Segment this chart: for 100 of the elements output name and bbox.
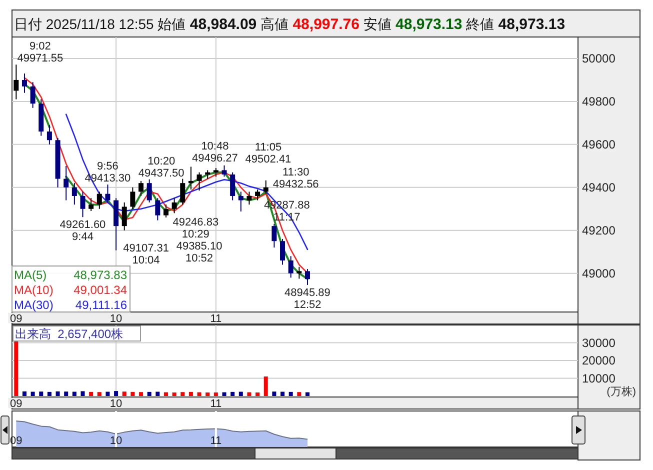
y-tick-label: 49000 bbox=[582, 266, 616, 280]
bar bbox=[97, 392, 102, 396]
x-tick-label: 11 bbox=[210, 435, 222, 447]
bar bbox=[106, 392, 110, 396]
text: MA(10) 49,001.34 bbox=[14, 283, 127, 297]
candlestick bbox=[72, 182, 77, 206]
candlestick bbox=[80, 191, 86, 218]
candlestick bbox=[172, 198, 177, 214]
bar bbox=[288, 392, 293, 396]
bar bbox=[39, 392, 44, 396]
candlestick bbox=[222, 164, 227, 178]
candlestick bbox=[96, 191, 102, 210]
x-tick-label: 10 bbox=[110, 313, 122, 325]
candlestick bbox=[88, 198, 94, 212]
y-tick-label: 49600 bbox=[582, 137, 616, 152]
bar bbox=[80, 391, 85, 396]
annotation: 49246.83 10:29 bbox=[172, 216, 219, 240]
candlestick bbox=[246, 191, 252, 206]
candlestick bbox=[255, 189, 260, 201]
y-tick-label: 49800 bbox=[582, 94, 616, 108]
annotation: 49107.31 10:04 bbox=[123, 242, 169, 266]
candlestick bbox=[64, 165, 69, 201]
bar bbox=[30, 392, 35, 396]
bar bbox=[230, 392, 235, 396]
bar bbox=[114, 391, 118, 396]
x-tick-label: 10 bbox=[110, 435, 122, 447]
text: MA(5) 48,973.83 bbox=[14, 268, 127, 282]
bar bbox=[164, 392, 168, 396]
x-tick-label: 09 bbox=[10, 398, 22, 410]
annotation: 10:48 49496.27 bbox=[192, 140, 238, 165]
candlestick bbox=[30, 82, 36, 108]
bar bbox=[214, 392, 218, 396]
bar bbox=[172, 392, 176, 396]
candlestick bbox=[272, 223, 277, 248]
bar bbox=[47, 392, 52, 396]
annotation: 11:05 49502.41 bbox=[245, 141, 292, 166]
bar bbox=[188, 392, 193, 396]
y-tick-label: 20000 bbox=[582, 354, 616, 368]
candlestick bbox=[130, 186, 136, 210]
bar bbox=[256, 392, 260, 396]
candlestick bbox=[304, 268, 310, 286]
bar bbox=[247, 392, 252, 396]
candlestick bbox=[22, 73, 27, 94]
bar bbox=[180, 392, 185, 396]
y-tick-label: 49400 bbox=[582, 180, 616, 194]
annotation: 48945.89 12:52 bbox=[284, 286, 330, 311]
candlestick bbox=[196, 172, 202, 192]
text: MA(30) 49,111.16 bbox=[14, 298, 127, 312]
candlestick bbox=[263, 180, 268, 194]
annotation: 11:30 49432.56 bbox=[272, 166, 319, 190]
bar bbox=[56, 391, 60, 396]
candlestick bbox=[122, 202, 127, 231]
annotation: 49261.60 9:44 bbox=[60, 219, 106, 244]
bar bbox=[89, 392, 94, 396]
y-tick-label: 30000 bbox=[582, 336, 616, 350]
candlestick bbox=[155, 198, 160, 221]
bar bbox=[139, 392, 144, 396]
candlestick bbox=[46, 124, 52, 145]
candlestick bbox=[14, 64, 19, 100]
candlestick bbox=[138, 180, 144, 196]
candlestick bbox=[230, 172, 236, 201]
bar bbox=[264, 376, 268, 396]
candlestick bbox=[180, 178, 186, 206]
y-tick-label: 50000 bbox=[582, 51, 616, 66]
candlestick bbox=[188, 166, 194, 190]
chart-title: 日付 2025/11/18 12:55 始値 48,984.09 高値 48,997.76 安値 48,973.13 終値 48,973.13 bbox=[14, 16, 566, 33]
candlestick bbox=[288, 256, 294, 278]
y-axis-title: (万株) bbox=[606, 385, 636, 398]
x-tick-label: 11 bbox=[210, 313, 222, 325]
candlestick bbox=[280, 238, 286, 266]
bar bbox=[14, 340, 18, 396]
candlestick bbox=[238, 191, 244, 212]
x-tick-label: 10 bbox=[110, 398, 122, 410]
y-tick-label: 10000 bbox=[582, 371, 616, 386]
bar bbox=[297, 392, 302, 396]
bar bbox=[206, 392, 210, 396]
bar bbox=[64, 392, 68, 396]
x-tick-label: 09 bbox=[10, 313, 22, 325]
bar bbox=[305, 392, 310, 396]
bar bbox=[156, 392, 160, 396]
candlestick bbox=[296, 266, 302, 280]
bar bbox=[122, 392, 126, 396]
candlestick bbox=[146, 178, 152, 203]
bar bbox=[130, 392, 135, 396]
chart-title: 出来高 2,657,400株 bbox=[15, 327, 124, 341]
bar bbox=[238, 392, 243, 396]
annotation: 49385.10 10:52 bbox=[176, 240, 222, 265]
candlestick bbox=[105, 184, 110, 203]
candlestick bbox=[163, 204, 168, 218]
annotation: 9:02 49971.55 bbox=[17, 40, 64, 65]
bar bbox=[280, 392, 285, 396]
annotation: 10:20 49437.50 bbox=[138, 155, 184, 180]
bar bbox=[222, 392, 226, 396]
bar bbox=[22, 391, 26, 396]
bar bbox=[72, 392, 76, 396]
bar bbox=[272, 392, 276, 396]
x-tick-label: 11 bbox=[210, 398, 222, 410]
bar bbox=[197, 392, 202, 396]
y-tick-label: 49200 bbox=[582, 223, 616, 238]
bar bbox=[147, 392, 152, 396]
